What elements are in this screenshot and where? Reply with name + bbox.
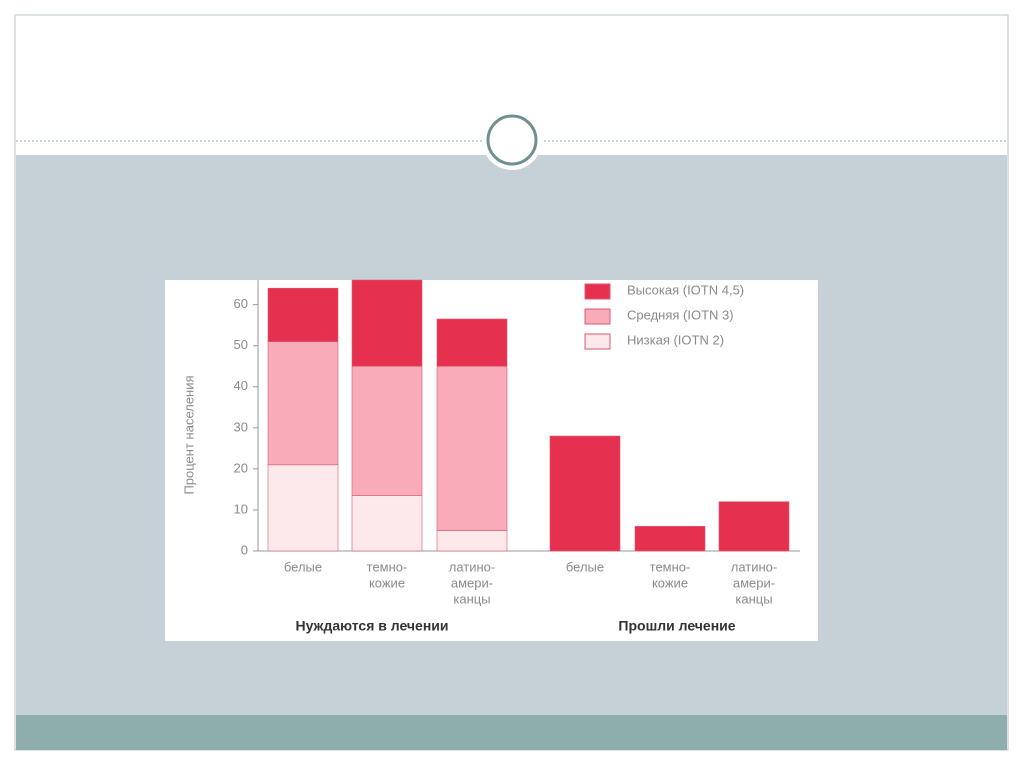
x-tick-label: кожие [369, 575, 405, 590]
bar-segment [436, 365, 508, 531]
y-tick-label: 30 [234, 419, 248, 434]
legend-swatch [584, 333, 611, 350]
y-tick-label: 0 [241, 542, 248, 557]
x-tick-label: латино- [731, 559, 777, 574]
x-tick-label: канцы [735, 591, 772, 606]
footer-bar [16, 715, 1007, 750]
bar-segment [549, 435, 621, 552]
y-tick-label: 60 [234, 296, 248, 311]
legend-label: Высокая (IOTN 4,5) [627, 282, 744, 297]
x-tick-label: амери- [451, 575, 493, 590]
x-tick-label: амери- [733, 575, 775, 590]
legend-label: Средняя (IOTN 3) [627, 307, 734, 322]
legend-swatch [584, 283, 611, 300]
y-tick-label: 10 [234, 501, 248, 516]
ornament-ring [486, 114, 538, 166]
bar-segment [718, 501, 790, 552]
group-label: Прошли лечение [618, 618, 735, 634]
bar-segment [267, 341, 339, 466]
bar-segment [634, 526, 706, 552]
y-axis-label: Процент населения [181, 375, 196, 494]
group-label: Нуждаются в лечении [295, 618, 448, 634]
bar-segment [267, 287, 339, 342]
bar-segment [351, 365, 423, 496]
legend-label: Низкая (IOTN 2) [627, 332, 724, 347]
x-tick-label: латино- [449, 559, 495, 574]
x-tick-label: канцы [453, 591, 490, 606]
y-tick-label: 40 [234, 378, 248, 393]
y-tick-label: 50 [234, 337, 248, 352]
x-tick-label: темно- [650, 559, 691, 574]
x-tick-label: белые [284, 559, 322, 574]
y-tick-label: 20 [234, 460, 248, 475]
bar-segment [436, 530, 508, 552]
bar-segment [267, 464, 339, 552]
bar-segment [436, 318, 508, 367]
bar-segment [351, 495, 423, 552]
x-tick-label: белые [566, 559, 604, 574]
x-tick-label: темно- [367, 559, 408, 574]
legend-swatch [584, 308, 611, 325]
bar-segment [351, 279, 423, 367]
x-tick-label: кожие [652, 575, 688, 590]
